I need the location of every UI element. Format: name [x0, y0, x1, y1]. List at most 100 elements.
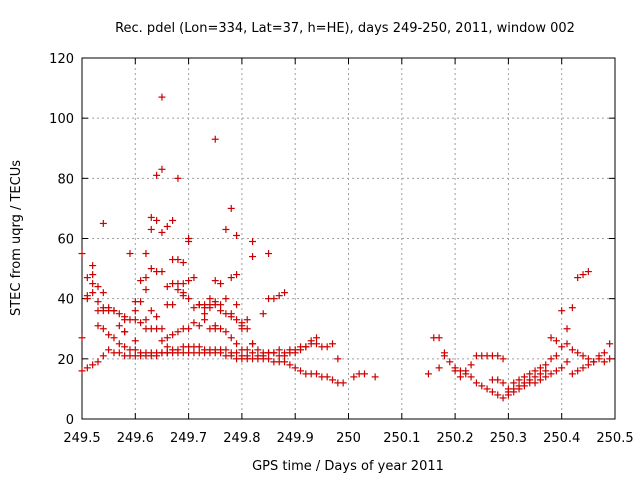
data-point	[105, 346, 113, 354]
data-point	[568, 304, 576, 312]
chart-title: Rec. pdel (Lon=334, Lat=37, h=HE), days …	[115, 21, 575, 36]
data-point	[499, 355, 507, 363]
x-tick-label: 249.9	[277, 431, 314, 446]
data-point	[233, 301, 241, 309]
data-point	[99, 325, 107, 333]
data-point	[137, 277, 145, 285]
data-point	[360, 370, 368, 378]
data-point	[217, 280, 225, 288]
data-point	[153, 171, 161, 179]
data-point	[174, 174, 182, 182]
data-point	[147, 307, 155, 315]
data-point	[227, 204, 235, 212]
data-point	[185, 277, 193, 285]
data-point	[574, 274, 582, 282]
data-point	[600, 349, 608, 357]
data-point	[520, 373, 528, 381]
data-point	[131, 316, 139, 324]
data-point	[195, 301, 203, 309]
data-point	[131, 346, 139, 354]
data-point	[329, 340, 337, 348]
data-point	[291, 349, 299, 357]
data-point	[584, 361, 592, 369]
data-point	[531, 373, 539, 381]
data-point	[99, 307, 107, 315]
data-point	[89, 289, 97, 297]
data-point	[179, 292, 187, 300]
data-point	[83, 274, 91, 282]
data-point	[558, 307, 566, 315]
data-point	[105, 331, 113, 339]
data-point	[574, 367, 582, 375]
data-point	[515, 376, 523, 384]
data-point	[222, 346, 230, 354]
data-points	[78, 93, 614, 402]
data-point	[494, 376, 502, 384]
data-point	[126, 250, 134, 258]
data-point	[158, 228, 166, 236]
data-point	[329, 376, 337, 384]
y-tick-label: 100	[49, 112, 74, 127]
data-point	[590, 358, 598, 366]
data-point	[558, 364, 566, 372]
data-point	[259, 310, 267, 318]
data-point	[94, 358, 102, 366]
y-axis-tick-labels: 0 20 40 60 80 100 120	[49, 52, 74, 428]
y-tick-label: 40	[57, 293, 74, 308]
data-point	[547, 355, 555, 363]
data-point	[478, 382, 486, 390]
data-point	[217, 301, 225, 309]
data-point	[542, 367, 550, 375]
data-point	[302, 343, 310, 351]
data-point	[201, 316, 209, 324]
data-point	[249, 253, 257, 261]
data-point	[238, 319, 246, 327]
data-point	[536, 376, 544, 384]
data-point	[211, 298, 219, 306]
data-point	[227, 334, 235, 342]
data-point	[435, 334, 443, 342]
data-point	[451, 367, 459, 375]
data-point	[174, 286, 182, 294]
data-point	[265, 250, 273, 258]
data-point	[174, 346, 182, 354]
data-point	[158, 325, 166, 333]
data-point	[371, 373, 379, 381]
x-axis-tick-labels: 249.5 249.6 249.7 249.8 249.9 250 250.1 250.2 25…	[63, 431, 633, 446]
data-point	[121, 343, 129, 351]
data-point	[595, 352, 603, 360]
data-point	[99, 289, 107, 297]
data-point	[169, 331, 177, 339]
data-point	[275, 346, 283, 354]
data-point	[281, 352, 289, 360]
data-point	[574, 349, 582, 357]
data-point	[254, 346, 262, 354]
data-point	[265, 355, 273, 363]
data-point	[563, 325, 571, 333]
y-tick-label: 120	[49, 52, 74, 67]
data-point	[185, 325, 193, 333]
data-point	[606, 355, 614, 363]
data-point	[110, 334, 118, 342]
x-tick-label: 250.1	[383, 431, 420, 446]
data-point	[158, 93, 166, 101]
data-point	[147, 213, 155, 221]
data-point	[89, 361, 97, 369]
data-point	[83, 292, 91, 300]
data-point	[115, 340, 123, 348]
data-point	[424, 370, 432, 378]
data-point	[89, 271, 97, 279]
data-point	[222, 225, 230, 233]
data-point	[467, 361, 475, 369]
data-point	[249, 349, 257, 357]
data-point	[147, 225, 155, 233]
data-point	[552, 337, 560, 345]
data-point	[78, 250, 86, 258]
data-point	[313, 370, 321, 378]
data-point	[563, 358, 571, 366]
data-point	[142, 286, 150, 294]
data-point	[206, 295, 214, 303]
data-point	[89, 262, 97, 270]
data-point	[190, 304, 198, 312]
